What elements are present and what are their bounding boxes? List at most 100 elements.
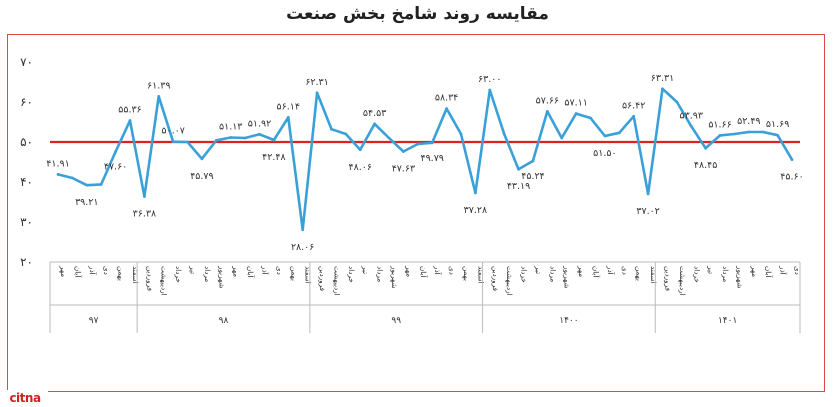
data-label: ۵۴.۵۳: [363, 108, 386, 119]
data-point: [733, 132, 736, 136]
x-tick-label: اسفند: [476, 266, 485, 284]
data-label: ۳۷.۰۲: [636, 206, 659, 217]
data-point: [718, 133, 722, 137]
y-tick-label: ۵۰: [20, 135, 33, 149]
y-tick-label: ۶۰: [20, 95, 33, 109]
data-point: [488, 88, 492, 92]
data-point: [56, 172, 60, 176]
data-label: ۴۸.۴۵: [694, 160, 717, 171]
data-point: [445, 107, 448, 111]
data-point: [531, 159, 535, 163]
y-tick-label: ۴۰: [20, 175, 33, 189]
x-tick-label: آبان: [419, 266, 429, 278]
x-tick-label: خرداد: [347, 266, 356, 283]
x-tick-label: آذر: [779, 265, 789, 276]
x-tick-label: تیر: [189, 265, 198, 274]
x-tick-label: بهمن: [462, 266, 471, 281]
x-tick-label: تیر: [707, 265, 716, 274]
data-label: ۵۱.۹۲: [248, 118, 271, 129]
data-point: [473, 191, 477, 195]
data-label: ۵۰.۰۷: [161, 126, 184, 137]
data-point: [459, 132, 463, 136]
x-tick-label: آبان: [246, 266, 256, 278]
data-point: [646, 192, 650, 196]
x-tick-label: دی: [620, 266, 629, 275]
data-point: [200, 157, 204, 161]
data-point: [272, 138, 276, 142]
data-label: ۵۱.۵۰: [593, 148, 616, 159]
data-label: ۲۸.۰۶: [291, 242, 314, 253]
year-label: ۹۸: [219, 316, 229, 326]
x-tick-label: مهر: [59, 265, 68, 277]
data-label: ۴۸.۰۶: [349, 162, 372, 173]
x-tick-label: خرداد: [520, 266, 529, 283]
data-point: [603, 134, 607, 138]
year-label: ۹۹: [391, 316, 401, 326]
x-tick-label: فروردین: [145, 266, 154, 291]
data-label: ۵۶.۱۴: [277, 101, 300, 112]
data-point: [747, 130, 751, 134]
data-point: [258, 132, 261, 136]
data-point: [689, 124, 693, 128]
x-tick-label: اردیبهشت: [160, 266, 169, 296]
data-point: [416, 142, 420, 146]
year-label: ۱۴۰۱: [718, 316, 737, 326]
data-point: [373, 122, 377, 126]
data-point: [430, 141, 434, 145]
data-point: [99, 183, 103, 186]
data-label: ۳۹.۲۱: [75, 197, 98, 208]
data-point: [85, 183, 89, 187]
x-tick-label: اسفند: [131, 266, 140, 284]
x-tick-label: شهریور: [563, 265, 572, 289]
x-tick-label: خرداد: [174, 266, 183, 283]
data-point: [661, 87, 664, 91]
data-point: [574, 112, 578, 115]
data-label: ۵۱.۱۳: [219, 121, 242, 132]
x-tick-label: فروردین: [491, 266, 500, 291]
data-point: [229, 136, 233, 139]
data-label: ۴۵.۷۹: [190, 171, 213, 182]
x-tick-label: اسفند: [304, 266, 313, 284]
year-label: ۱۴۰۰: [559, 316, 578, 326]
data-point: [214, 139, 218, 142]
x-tick-label: مرداد: [376, 266, 385, 282]
data-label: ۳۶.۳۸: [133, 208, 156, 219]
data-point: [545, 109, 549, 113]
x-tick-label: اردیبهشت: [505, 266, 514, 296]
x-tick-label: آبان: [592, 266, 602, 278]
data-label: ۵۲.۴۹: [737, 116, 760, 127]
x-tick-label: بهمن: [289, 266, 298, 281]
data-point: [589, 116, 592, 120]
x-tick-label: خرداد: [692, 266, 701, 283]
data-point: [157, 95, 161, 98]
x-tick-label: مرداد: [721, 266, 730, 282]
data-point: [517, 167, 520, 171]
x-tick-label: مهر: [404, 265, 413, 277]
x-tick-label: اردیبهشت: [678, 266, 687, 296]
x-tick-label: مهر: [750, 265, 759, 277]
data-point: [128, 119, 132, 122]
x-tick-label: دی: [448, 266, 457, 275]
data-point: [315, 91, 319, 95]
x-tick-label: مرداد: [203, 266, 212, 282]
data-point: [387, 136, 391, 140]
y-tick-label: ۷۰: [20, 55, 33, 69]
data-point: [632, 114, 636, 118]
data-label: ۴۵.۶۰: [780, 172, 803, 183]
data-label: ۵۶.۴۲: [622, 100, 645, 111]
data-point: [704, 146, 708, 150]
data-point: [301, 228, 305, 232]
x-tick-label: شهریور: [735, 265, 744, 289]
x-tick-label: فروردین: [663, 266, 672, 291]
data-point: [790, 158, 794, 162]
data-point: [617, 131, 621, 135]
year-label: ۹۷: [89, 316, 99, 326]
x-tick-label: آبان: [73, 266, 83, 278]
data-label: ۵۱.۶۹: [766, 119, 789, 130]
data-label: ۳۷.۲۸: [464, 205, 487, 216]
data-point: [344, 132, 348, 136]
x-tick-label: دی: [102, 266, 111, 275]
data-point: [286, 116, 290, 119]
data-label: ۶۳.۳۱: [651, 73, 674, 84]
x-tick-label: شهریور: [217, 265, 226, 289]
